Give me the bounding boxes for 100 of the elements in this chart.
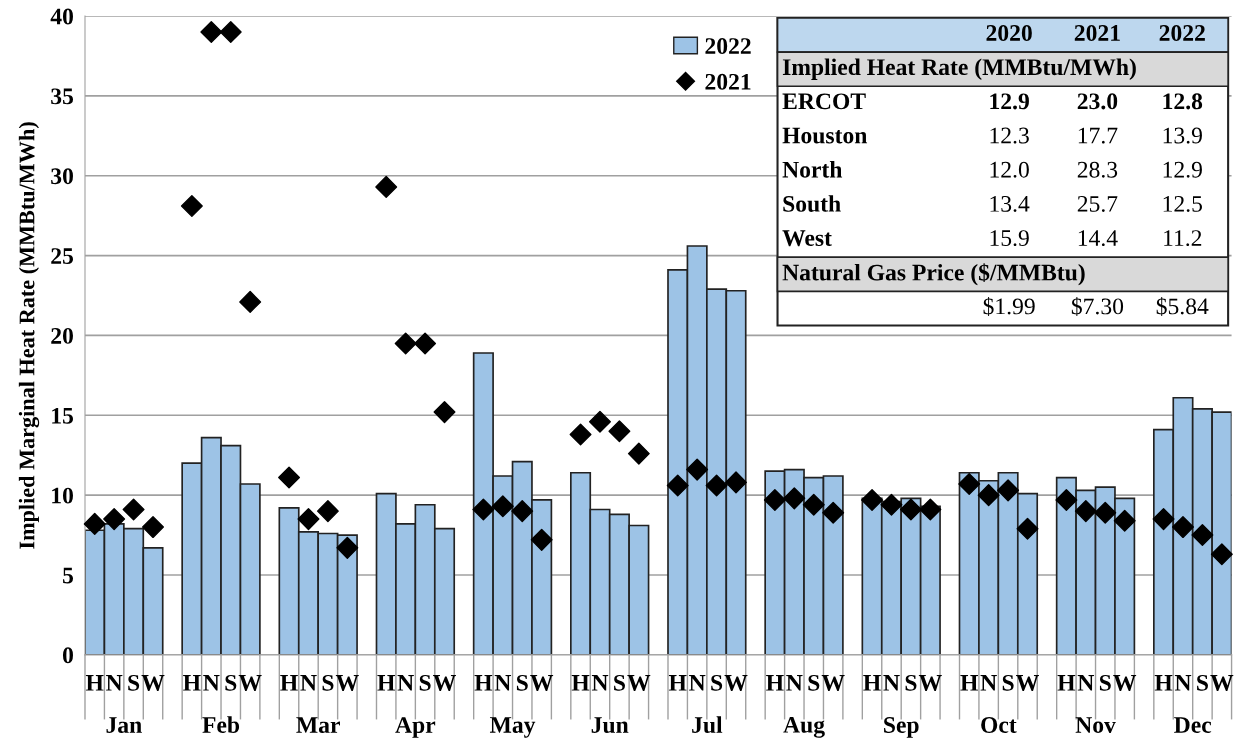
x-tick-label: H — [377, 675, 395, 691]
point — [997, 479, 1020, 502]
x-tick-label: N — [1077, 675, 1095, 691]
point — [899, 498, 922, 521]
y-tick-label: 20 — [51, 327, 73, 344]
x-tick-label: N — [591, 675, 609, 691]
y-tick-label: 10 — [52, 487, 73, 504]
annotation: 11.2 — [1164, 230, 1202, 247]
x-tick-label: W — [1210, 675, 1234, 691]
text: Oct — [981, 717, 1017, 733]
point — [1055, 488, 1078, 511]
point — [763, 488, 786, 511]
x-tick-label: S — [1099, 674, 1111, 691]
text: Sep — [884, 717, 919, 738]
x-tick-label: N — [883, 675, 900, 691]
point — [278, 466, 301, 489]
annotation: 28.3 — [1077, 161, 1118, 178]
y-tick-label: 0 — [62, 647, 73, 664]
point — [297, 508, 320, 531]
y-tick-label: 15 — [52, 407, 74, 424]
annotation: 23.0 — [1077, 93, 1118, 110]
x-tick-label: W — [918, 675, 942, 691]
point — [588, 410, 611, 433]
x-tick-label: H — [668, 675, 687, 691]
x-tick-label: S — [322, 674, 334, 691]
annotation: $1.99 — [983, 297, 1035, 316]
y-axis-title: Implied Marginal Heat Rate (MMBtu/MWh) — [18, 122, 40, 549]
x-tick-label: W — [238, 675, 262, 691]
point — [802, 493, 825, 516]
annotation: 12.8 — [1163, 93, 1203, 110]
text: Feb — [202, 716, 240, 733]
point — [1191, 524, 1214, 547]
x-tick-label: W — [433, 675, 456, 691]
point — [1113, 509, 1136, 532]
y-tick-label: 40 — [50, 8, 73, 25]
x-tick-label: S — [711, 674, 723, 691]
annotation: ERCOT — [782, 93, 866, 110]
annotation: West — [782, 230, 832, 247]
annotation: 12.9 — [1163, 161, 1202, 178]
point — [414, 332, 437, 355]
text: Apr — [395, 717, 436, 738]
text: Jul — [692, 716, 723, 734]
x-tick-label: S — [1197, 674, 1208, 691]
point — [822, 501, 845, 524]
y-tick-label: 30 — [51, 168, 73, 185]
x-tick-label: N — [300, 675, 317, 691]
point — [1171, 516, 1194, 539]
point — [239, 290, 262, 313]
text: Dec — [1174, 717, 1212, 733]
annotation: 17.7 — [1078, 127, 1118, 144]
x-tick-label: S — [516, 674, 528, 691]
text: Jun — [591, 717, 629, 734]
point — [977, 484, 1000, 507]
annotation: 12.5 — [1163, 195, 1202, 212]
point — [919, 498, 942, 521]
point — [783, 487, 806, 510]
text: Aug — [783, 716, 825, 738]
x-tick-label: S — [419, 674, 431, 691]
point — [1152, 508, 1175, 531]
x-tick-label: N — [1174, 675, 1192, 691]
legend-label: 2022 — [705, 38, 751, 55]
text: Nov — [1075, 717, 1116, 733]
x-tick-label: N — [786, 675, 803, 691]
y-tick-label: 25 — [51, 248, 74, 265]
annotation: 2021 — [1074, 25, 1120, 41]
x-tick-label: W — [141, 675, 165, 691]
x-tick-label: N — [980, 675, 997, 691]
x-tick-label: H — [1154, 675, 1173, 691]
annotation: 12.9 — [990, 93, 1029, 110]
x-tick-label: N — [397, 675, 414, 691]
annotation: $7.30 — [1071, 297, 1124, 316]
text: Jan — [106, 717, 142, 733]
point — [686, 458, 709, 481]
x-tick-label: S — [808, 674, 820, 691]
point — [180, 195, 203, 218]
annotation: South — [783, 195, 841, 212]
point — [861, 488, 884, 511]
annotation: Natural Gas Price ($/MMBtu) — [782, 263, 1085, 286]
x-tick-label: S — [225, 674, 237, 691]
annotation: 14.4 — [1078, 230, 1118, 247]
x-tick-label: S — [614, 674, 625, 691]
annotation: 25.7 — [1077, 195, 1118, 212]
point — [705, 474, 728, 497]
annotation: Houston — [782, 127, 868, 144]
x-tick-label: N — [203, 675, 220, 691]
x-tick-label: H — [1057, 675, 1076, 691]
x-tick-label: S — [1002, 674, 1014, 691]
x-tick-label: H — [571, 675, 590, 691]
point — [472, 498, 495, 521]
point — [83, 512, 106, 535]
point — [1074, 500, 1097, 523]
point — [316, 500, 339, 523]
point — [491, 495, 514, 518]
point — [122, 498, 145, 521]
point — [433, 401, 456, 424]
x-tick-label: H — [85, 675, 104, 691]
annotation: Implied Heat Rate (MMBtu/MWh) — [782, 58, 1136, 80]
x-tick-label: W — [1113, 675, 1137, 691]
x-tick-label: W — [1016, 675, 1039, 691]
point — [375, 175, 398, 198]
